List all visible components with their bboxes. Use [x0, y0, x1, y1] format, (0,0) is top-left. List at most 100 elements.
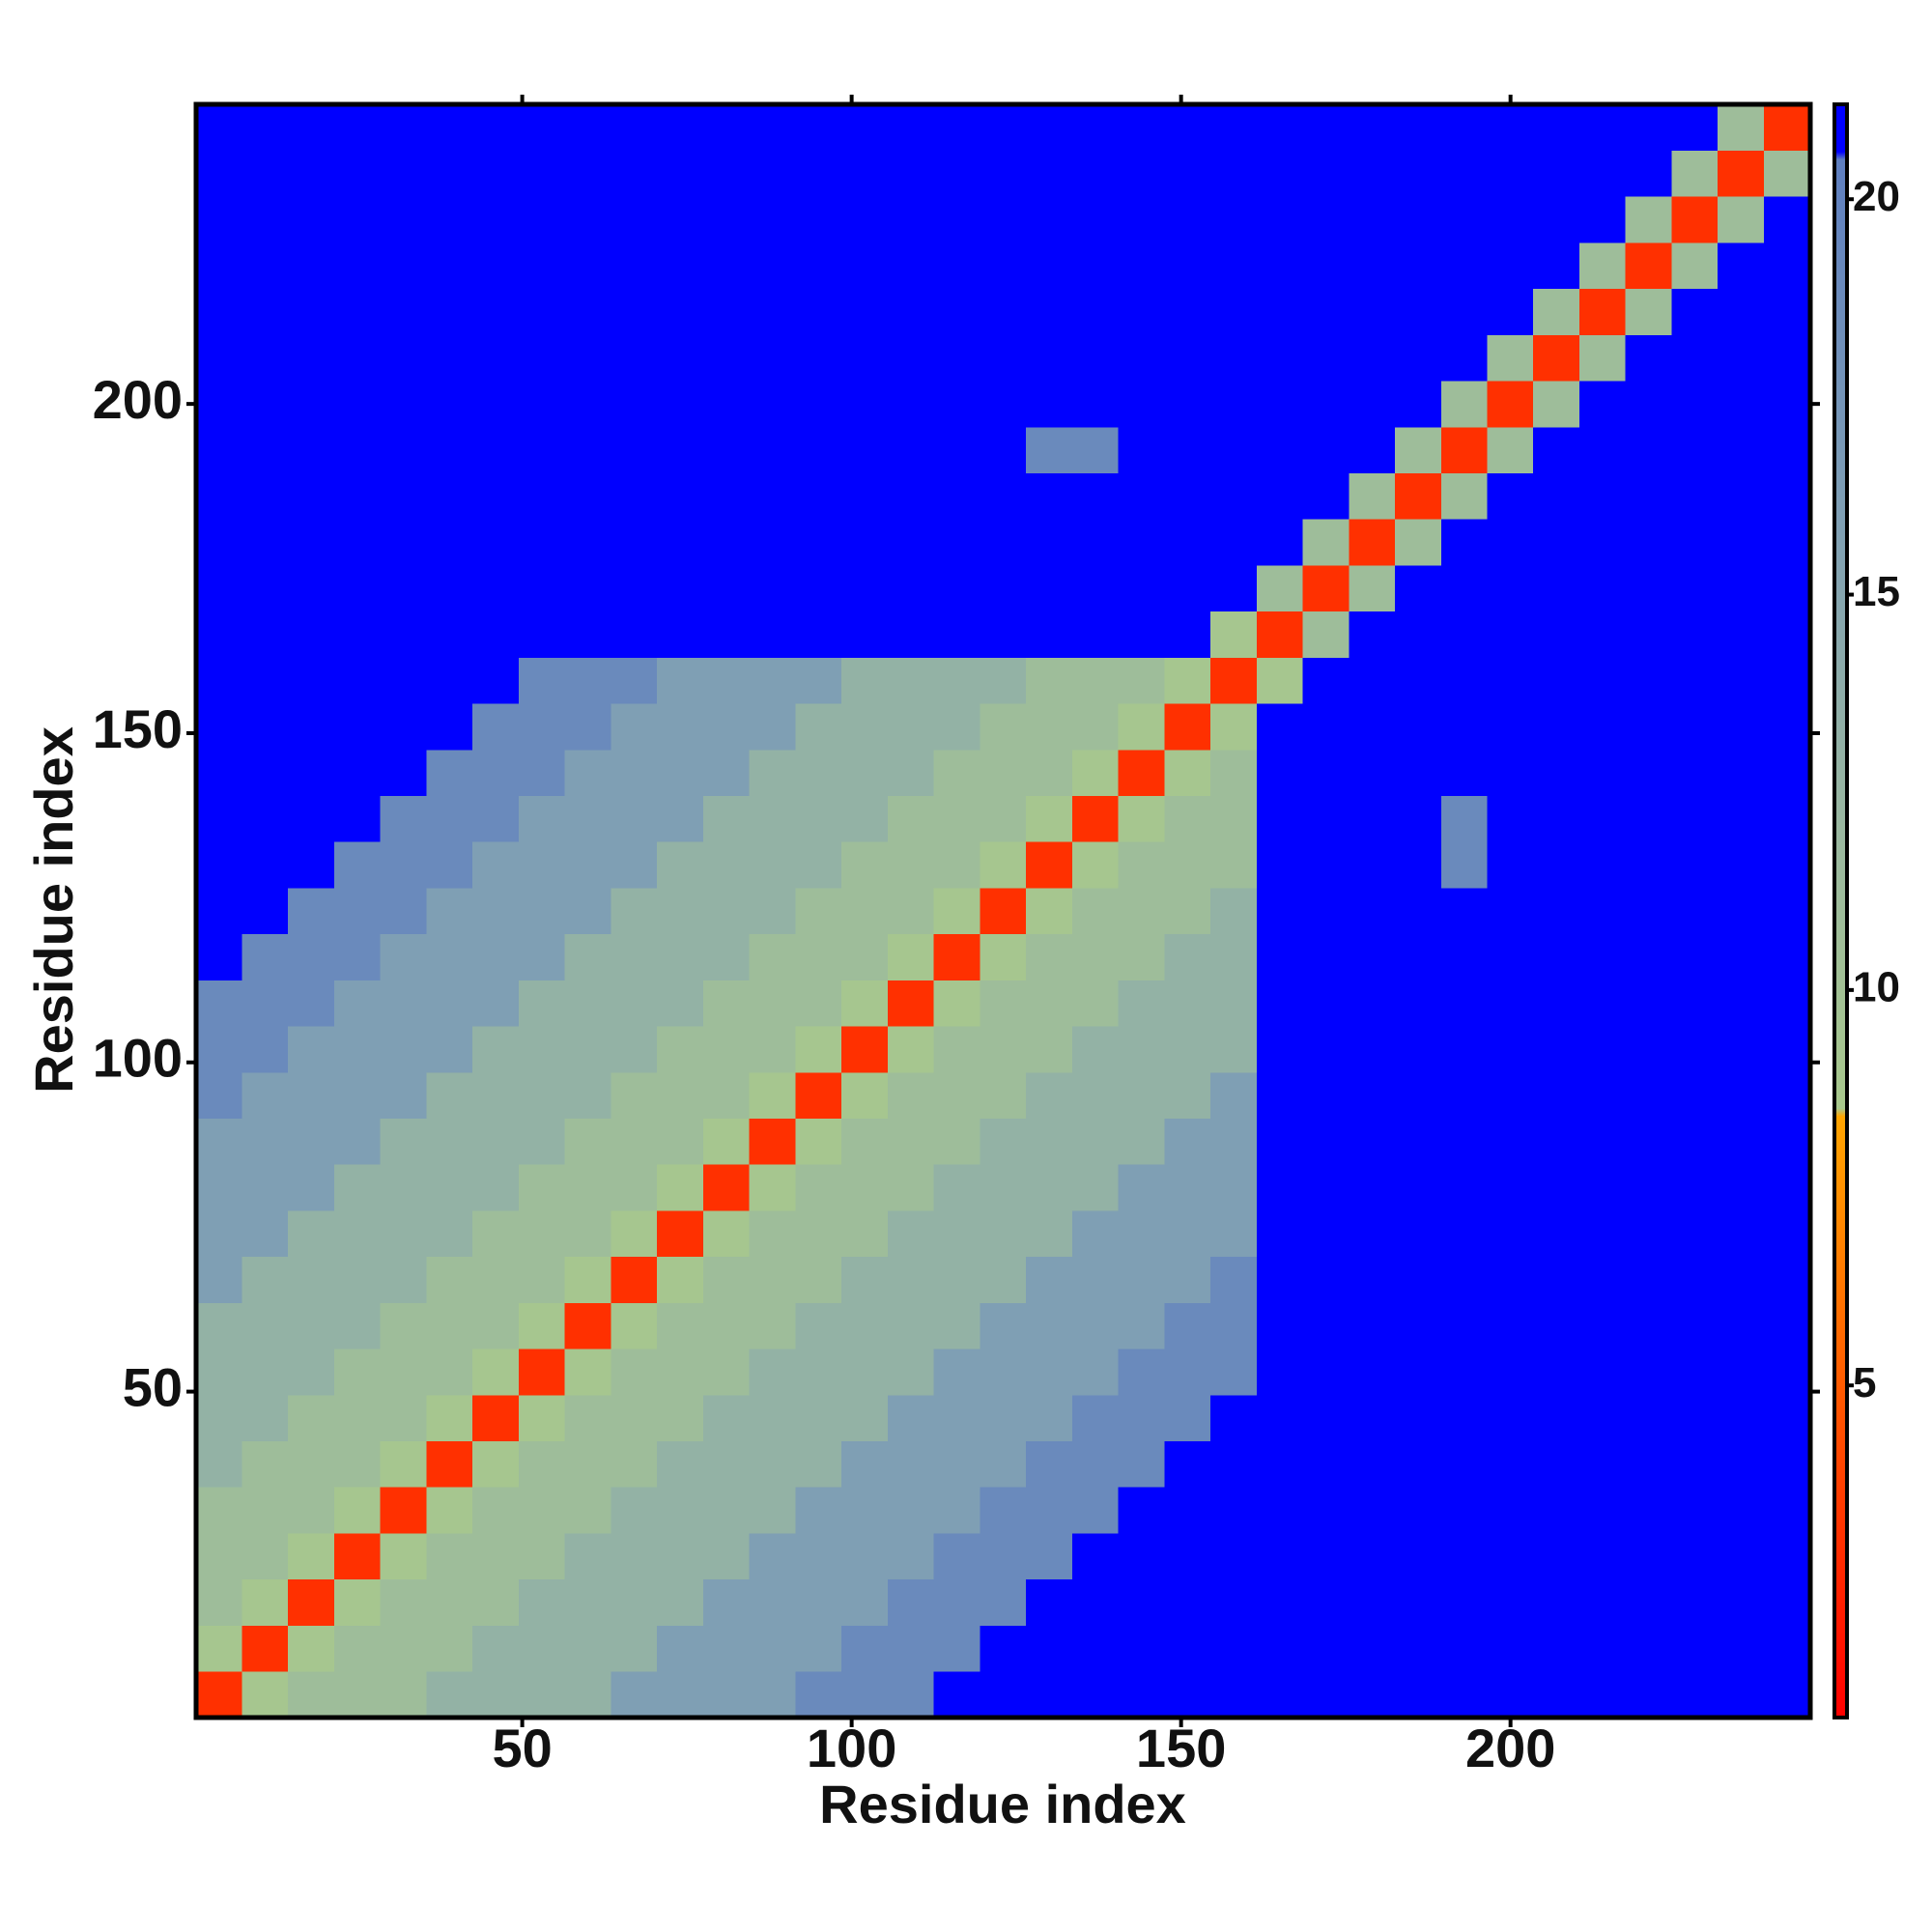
heatmap-cell [426, 1256, 473, 1303]
heatmap-cell [380, 242, 428, 290]
heatmap-cell [1164, 1025, 1211, 1073]
heatmap-cell [1671, 1487, 1719, 1534]
heatmap-cell [749, 1487, 796, 1534]
heatmap-cell [288, 1209, 335, 1258]
heatmap-cell [841, 1071, 889, 1120]
heatmap-cell [288, 519, 335, 566]
heatmap-cell [195, 1578, 243, 1626]
heatmap-cell [564, 980, 611, 1027]
heatmap-cell [288, 242, 335, 290]
heatmap-cell [564, 103, 611, 152]
heatmap-cell [518, 1670, 566, 1719]
heatmap-cell [1349, 519, 1396, 566]
heatmap-cell [1026, 702, 1073, 751]
heatmap-cell [564, 288, 611, 335]
heatmap-cell [933, 841, 980, 889]
x-tick-label: 200 [1465, 1718, 1555, 1778]
heatmap-cell [702, 1209, 751, 1258]
heatmap-cell [657, 242, 704, 290]
heatmap-cell [1487, 795, 1534, 842]
heatmap-cell [1625, 933, 1673, 980]
heatmap-cell [1718, 1670, 1765, 1719]
colorbar-tick-label: 20 [1853, 173, 1900, 220]
heatmap-cell [1071, 795, 1120, 842]
heatmap-cell [980, 564, 1027, 612]
heatmap-cell [749, 1532, 796, 1580]
heatmap-cell [1718, 841, 1765, 889]
heatmap-cell [1118, 288, 1165, 335]
heatmap-cell [1210, 426, 1258, 474]
heatmap-cell [933, 749, 980, 797]
heatmap-cell [1533, 1209, 1580, 1258]
heatmap-cell [1763, 426, 1811, 474]
heatmap-cell [1256, 1118, 1304, 1165]
heatmap-cell [1071, 150, 1120, 197]
heatmap-cell [1302, 611, 1350, 658]
heatmap-cell [1071, 749, 1120, 797]
heatmap-cell [1533, 196, 1580, 243]
heatmap-cell [1625, 1118, 1673, 1165]
heatmap-cell [380, 380, 428, 428]
heatmap-cell [1395, 564, 1442, 612]
heatmap-cell [795, 1348, 842, 1396]
heatmap-cell [749, 657, 796, 704]
heatmap-cell [1718, 472, 1765, 520]
heatmap-cell [1071, 1025, 1120, 1073]
heatmap-cell [795, 1071, 842, 1120]
heatmap-cell [749, 1118, 796, 1165]
heatmap-cell [472, 242, 520, 290]
heatmap-cell [1071, 611, 1120, 658]
heatmap-cell [1071, 1348, 1120, 1396]
heatmap-cell [980, 702, 1027, 751]
heatmap-cell [564, 1025, 611, 1073]
heatmap-cell [426, 1348, 473, 1396]
heatmap-cell [1763, 1348, 1811, 1396]
heatmap-cell [1671, 611, 1719, 658]
heatmap-cell [1349, 1256, 1396, 1303]
heatmap-cell [933, 1209, 980, 1258]
heatmap-cell [1256, 1670, 1304, 1719]
heatmap-cell [1578, 1256, 1627, 1303]
heatmap-cell [1718, 1025, 1765, 1073]
heatmap-cell [1395, 1164, 1442, 1211]
heatmap-cell [380, 1625, 428, 1672]
heatmap-cell [472, 657, 520, 704]
heatmap-cell [1118, 749, 1165, 797]
heatmap-cell [841, 1302, 889, 1350]
heatmap-cell [1071, 1256, 1120, 1303]
heatmap-cell [1533, 1302, 1580, 1350]
heatmap-cell [1440, 1670, 1489, 1719]
heatmap-cell [1256, 519, 1304, 566]
heatmap-cell [795, 795, 842, 842]
heatmap-cell [564, 702, 611, 751]
heatmap-cell [841, 150, 889, 197]
heatmap-cell [195, 472, 243, 520]
heatmap-cell [887, 657, 935, 704]
heatmap-cell [1718, 657, 1765, 704]
heatmap-cell [1763, 1625, 1811, 1672]
heatmap-cell [841, 1578, 889, 1626]
heatmap-cell [288, 611, 335, 658]
heatmap-cell [1302, 519, 1350, 566]
heatmap-cell [980, 519, 1027, 566]
heatmap-cell [1302, 1625, 1350, 1672]
heatmap-cell [1671, 933, 1719, 980]
heatmap-cell [288, 795, 335, 842]
heatmap-cell [702, 1025, 751, 1073]
heatmap-cell [1625, 1209, 1673, 1258]
heatmap-cell [657, 519, 704, 566]
heatmap-cell [933, 564, 980, 612]
heatmap-cell [795, 841, 842, 889]
heatmap-cell [1256, 980, 1304, 1027]
heatmap-cell [749, 1256, 796, 1303]
heatmap-cell [1625, 1164, 1673, 1211]
heatmap-cell [657, 1071, 704, 1120]
heatmap-cell [195, 1164, 243, 1211]
heatmap-cell [933, 1578, 980, 1626]
heatmap-cell [1395, 426, 1442, 474]
heatmap-cell [795, 1025, 842, 1073]
heatmap-cell [980, 980, 1027, 1027]
heatmap-cell [749, 288, 796, 335]
heatmap-cell [1302, 288, 1350, 335]
heatmap-cell [242, 380, 289, 428]
